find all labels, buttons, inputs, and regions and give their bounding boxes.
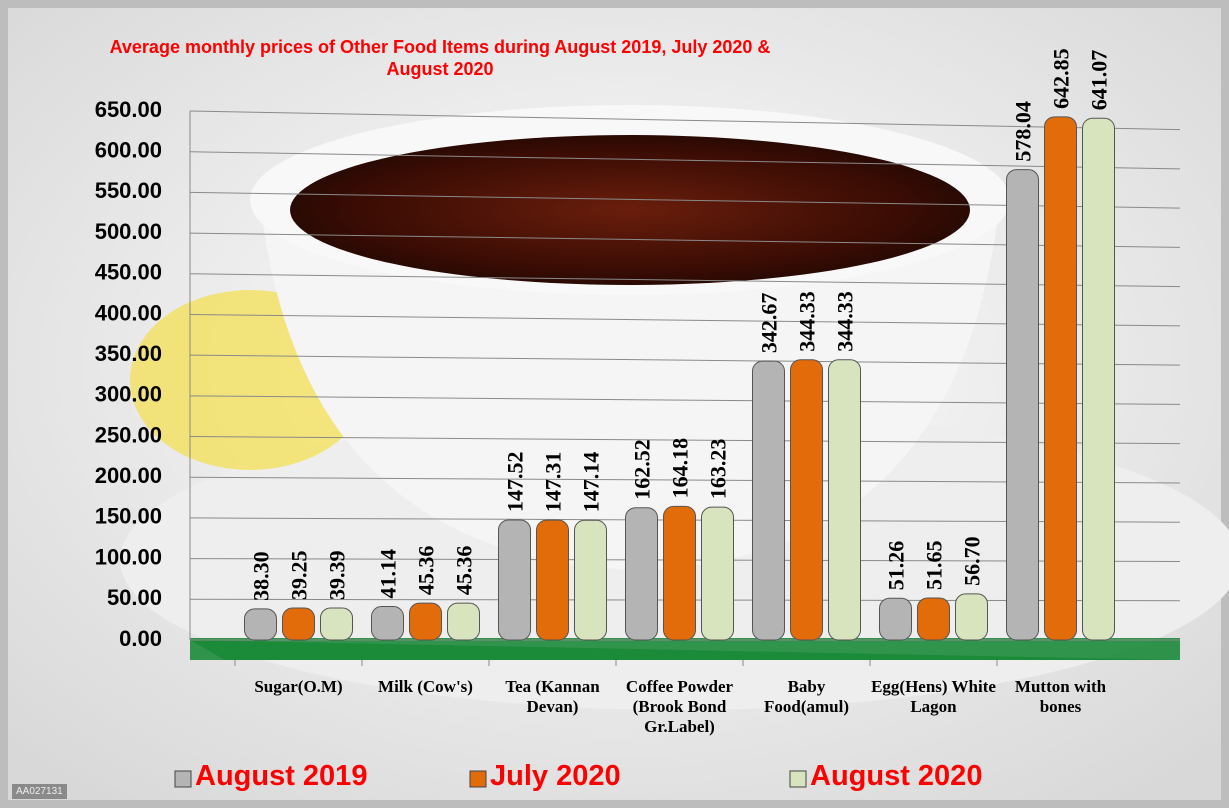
x-tick-label: Tea (Kannan Devan): [490, 677, 616, 717]
value-label: 147.31: [541, 452, 566, 513]
value-label: 344.33: [833, 291, 858, 352]
value-label: 578.04: [1011, 101, 1036, 162]
value-label: 344.33: [795, 291, 820, 352]
y-tick-label: 150.00: [95, 504, 162, 529]
bar: [791, 360, 823, 640]
y-tick-label: 500.00: [95, 219, 162, 244]
y-tick-label: 450.00: [95, 260, 162, 285]
x-tick-label: Coffee Powder (Brook Bond Gr.Label): [617, 677, 743, 737]
bar: [880, 598, 912, 640]
legend-label: August 2019: [195, 760, 367, 793]
value-label: 642.85: [1049, 48, 1074, 109]
bar: [537, 520, 569, 640]
x-tick-label: Sugar(O.M): [236, 677, 362, 697]
value-label: 51.26: [884, 541, 909, 591]
value-label: 39.39: [325, 550, 350, 600]
bar: [410, 603, 442, 640]
value-label: 41.14: [376, 549, 401, 599]
bar: [918, 598, 950, 640]
value-label: 162.52: [630, 439, 655, 500]
y-tick-label: 600.00: [95, 138, 162, 163]
y-tick-label: 350.00: [95, 341, 162, 366]
bar: [753, 361, 785, 640]
value-label: 56.70: [960, 536, 985, 586]
value-label: 147.14: [579, 452, 604, 513]
value-label: 38.30: [249, 551, 274, 601]
value-label: 163.23: [706, 439, 731, 500]
y-tick-label: 300.00: [95, 382, 162, 407]
value-label: 45.36: [452, 546, 477, 596]
y-tick-label: 400.00: [95, 300, 162, 325]
bar: [1083, 118, 1115, 640]
tea: [290, 135, 970, 285]
value-label: 39.25: [287, 551, 312, 601]
value-label: 45.36: [414, 546, 439, 596]
bar: [283, 608, 315, 640]
floor-top: [190, 638, 1180, 660]
x-tick-label: Baby Food(amul): [744, 677, 870, 717]
value-label: 147.52: [503, 451, 528, 512]
legend-marker: [790, 771, 806, 787]
bar: [664, 506, 696, 640]
legend-label: July 2020: [490, 760, 621, 793]
bar: [245, 609, 277, 640]
y-tick-label: 0.00: [119, 626, 162, 651]
bar: [1045, 117, 1077, 640]
bar: [702, 507, 734, 640]
x-tick-label: Mutton with bones: [998, 677, 1124, 717]
bar: [372, 607, 404, 640]
bar: [829, 360, 861, 640]
watermark: AA027131: [12, 784, 67, 799]
bar: [321, 608, 353, 640]
x-tick-label: Milk (Cow's): [363, 677, 489, 697]
legend-marker: [470, 771, 486, 787]
chart-title: Average monthly prices of Other Food Ite…: [80, 36, 800, 80]
y-tick-label: 250.00: [95, 422, 162, 447]
bar: [575, 520, 607, 640]
chart-page: 0.00 50.00 100.00 150.00 200.00 250.00 300.00 3…: [0, 0, 1229, 808]
value-label: 164.18: [668, 438, 693, 499]
bar: [956, 594, 988, 640]
y-tick-label: 50.00: [107, 585, 162, 610]
bar: [448, 603, 480, 640]
bar: [1007, 170, 1039, 640]
legend-marker: [175, 771, 191, 787]
y-tick-label: 650.00: [95, 97, 162, 122]
legend-label: August 2020: [810, 760, 982, 793]
y-tick-label: 100.00: [95, 544, 162, 569]
y-tick-label: 200.00: [95, 463, 162, 488]
value-label: 51.65: [922, 540, 947, 590]
y-tick-label: 550.00: [95, 178, 162, 203]
bar: [499, 520, 531, 640]
bar: [626, 508, 658, 640]
x-tick-label: Egg(Hens) White Lagon: [871, 677, 997, 717]
value-label: 641.07: [1087, 50, 1112, 111]
value-label: 342.67: [757, 293, 782, 354]
